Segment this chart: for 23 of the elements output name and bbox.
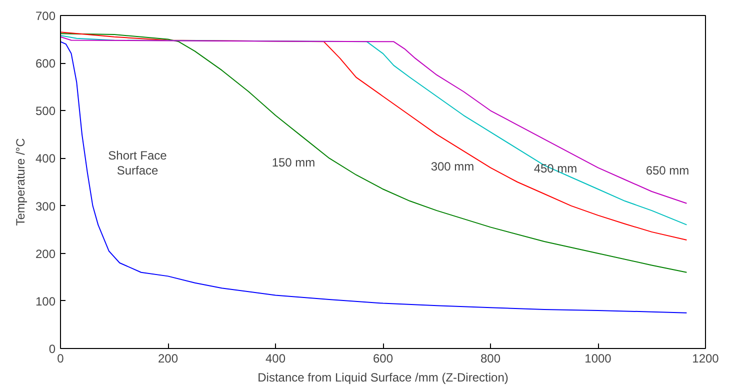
x-tick-label: 0: [57, 352, 64, 366]
x-tick-label: 800: [480, 352, 501, 366]
y-tick-label: 200: [35, 246, 56, 261]
annotation: Short Face Surface: [108, 148, 168, 178]
annotation: 650 mm: [646, 164, 690, 178]
annotation: 300 mm: [430, 160, 474, 174]
x-tick-label: 600: [372, 352, 394, 366]
y-tick-label: 100: [35, 294, 56, 308]
y-tick-label: 600: [35, 56, 56, 71]
x-tick-label: 1000: [584, 352, 612, 366]
x-tick-label: 400: [265, 352, 286, 366]
line-series: [60, 41, 688, 314]
x-tick-label: 1200: [692, 352, 720, 366]
x-tick-label: 200: [158, 352, 178, 366]
y-tick-label: 0: [48, 342, 56, 356]
y-tick-label: 400: [35, 152, 56, 166]
y-axis-title: Temperature /°C: [13, 138, 28, 226]
y-tick-label: 700: [35, 9, 56, 23]
x-axis-title: Distance from Liquid Surface /mm (Z-Direction): [258, 370, 508, 384]
y-tick-label: 500: [35, 104, 56, 118]
annotation: 450 mm: [534, 162, 578, 176]
annotation: 150 mm: [272, 156, 316, 170]
y-tick-label: 300: [35, 199, 56, 214]
